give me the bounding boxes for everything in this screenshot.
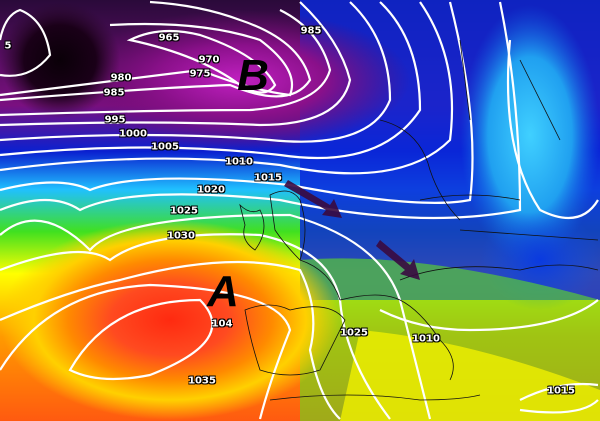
isobar-label: 980 (110, 72, 132, 84)
arrow-icon (376, 240, 420, 280)
east-field (460, 5, 600, 265)
low-pressure-letter: B (237, 51, 269, 100)
isobar-label: 1005 (151, 141, 179, 153)
isobar-label: 975 (189, 68, 211, 80)
isobar-label: 965 (158, 32, 180, 44)
isobar-label: 1030 (167, 230, 195, 242)
isobar-label: 1000 (119, 128, 147, 140)
isobar-label: 104 (211, 318, 233, 330)
high-pressure-letter: A (207, 267, 239, 316)
isobar-label: 995 (104, 114, 126, 126)
isobar-label: 1025 (170, 205, 198, 217)
isobar-label: 1015 (547, 385, 575, 397)
isobar-label: 1025 (340, 327, 368, 339)
coastlines-borders (239, 39, 599, 401)
isobar-label: 5 (4, 40, 12, 52)
isobar-label: 1035 (188, 375, 216, 387)
isobar-label: 1020 (197, 184, 225, 196)
isobar-label: 1015 (254, 172, 282, 184)
isobar-label: 985 (300, 25, 322, 37)
isobar-label: 1010 (412, 333, 440, 345)
isobar-label: 985 (103, 87, 125, 99)
high-pressure-area (0, 220, 340, 420)
isobar-label: 970 (198, 54, 220, 66)
deep-low-area (0, 2, 120, 118)
arrow-icon (284, 180, 342, 218)
isobar-label: 1010 (225, 156, 253, 168)
flow-arrows (284, 180, 420, 280)
